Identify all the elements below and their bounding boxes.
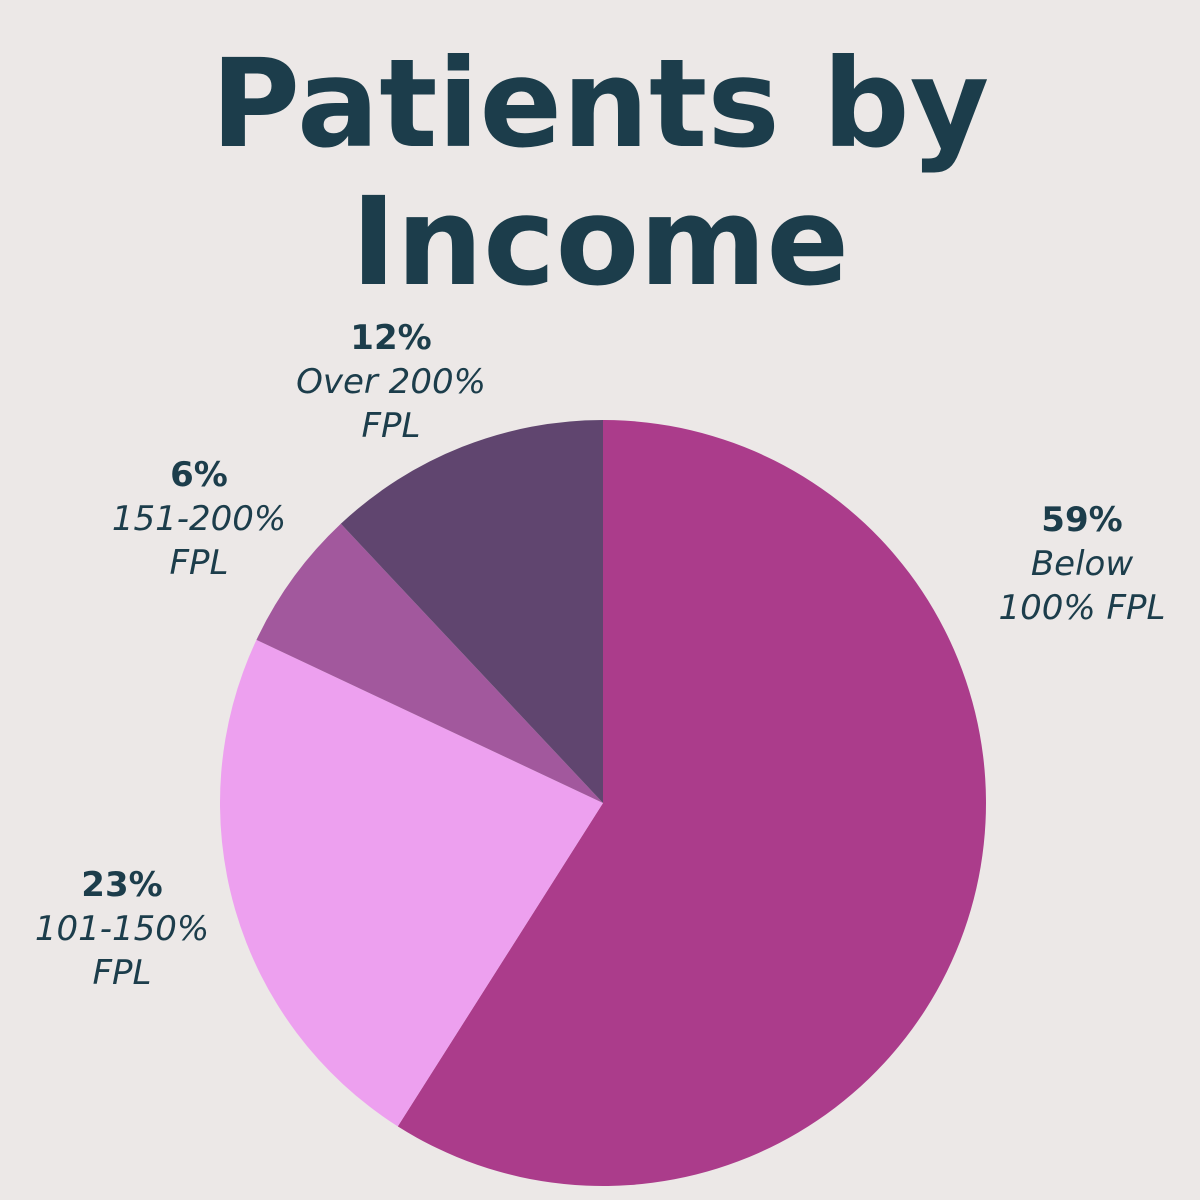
slice-label: 23% 101-150% FPL [7,863,237,995]
slice-label: 59% Below 100% FPL [977,498,1187,630]
category-label: 151-200% FPL [111,499,287,583]
pie-slice [256,523,603,803]
value-label: 23% [81,865,163,905]
pie-slice [220,639,603,1127]
category-label: Over 200% FPL [296,362,486,446]
pie-slice [397,420,987,1186]
category-label: Below 100% FPL [998,544,1166,628]
slice-label: 6% 151-200% FPL [84,453,314,585]
category-label: 101-150% FPL [34,909,210,993]
value-label: 59% [1041,500,1123,540]
value-label: 12% [350,318,432,358]
pie-slice [340,420,603,803]
value-label: 6% [170,455,228,495]
slice-label: 12% Over 200% FPL [271,316,511,448]
chart-title: Patients by Income [210,33,990,313]
